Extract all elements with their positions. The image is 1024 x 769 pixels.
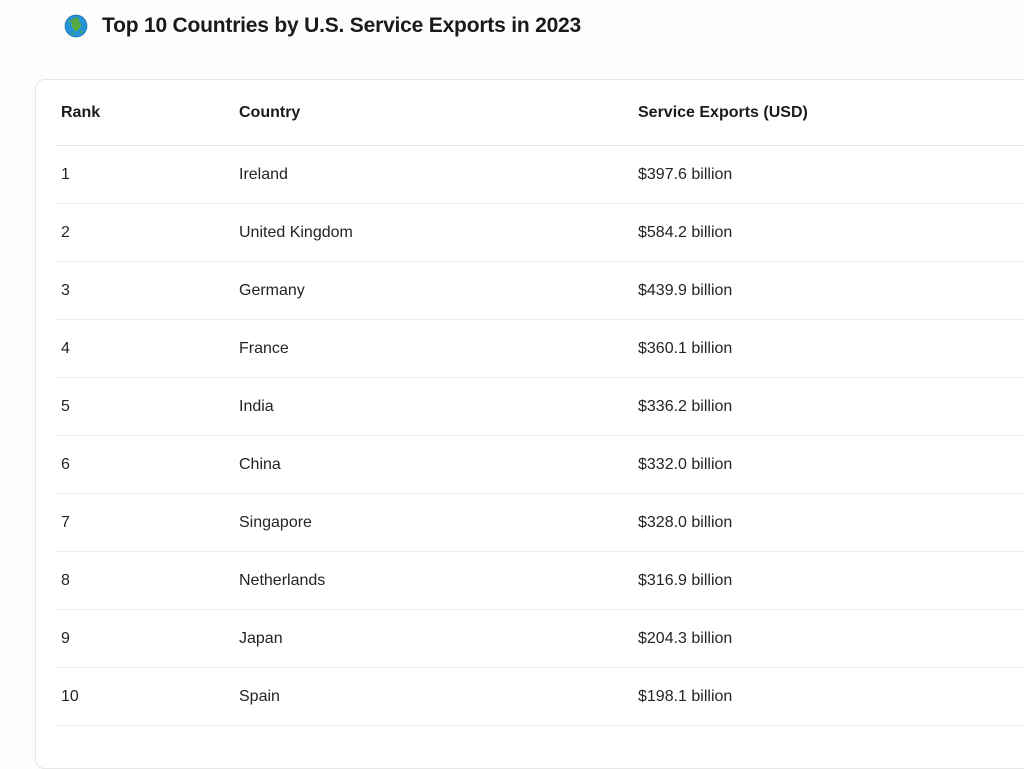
cell-exports: $336.2 billion xyxy=(638,397,733,415)
cell-country: Ireland xyxy=(239,165,288,183)
cell-country: Spain xyxy=(239,687,280,705)
cell-country: Japan xyxy=(239,629,283,647)
cell-exports: $360.1 billion xyxy=(638,339,733,357)
column-header-exports: Service Exports (USD) xyxy=(638,103,808,121)
table-row: 2 United Kingdom $584.2 billion xyxy=(56,204,1024,262)
table: Rank Country Service Exports (USD) 1 Ire… xyxy=(56,80,1024,726)
cell-rank: 4 xyxy=(61,339,70,357)
cell-rank: 9 xyxy=(61,629,70,647)
cell-country: Singapore xyxy=(239,513,312,531)
cell-exports: $198.1 billion xyxy=(638,687,733,705)
cell-country: Germany xyxy=(239,281,305,299)
table-row: 10 Spain $198.1 billion xyxy=(56,668,1024,726)
table-row: 6 China $332.0 billion xyxy=(56,436,1024,494)
table-body: 1 Ireland $397.6 billion 2 United Kingdo… xyxy=(56,146,1024,726)
page-title: Top 10 Countries by U.S. Service Exports… xyxy=(102,14,582,37)
table-row: 5 India $336.2 billion xyxy=(56,378,1024,436)
cell-rank: 6 xyxy=(61,455,70,473)
cell-country: China xyxy=(239,455,281,473)
table-row: 8 Netherlands $316.9 billion xyxy=(56,552,1024,610)
column-header-country: Country xyxy=(239,103,301,121)
cell-country: France xyxy=(239,339,289,357)
cell-rank: 2 xyxy=(61,223,70,241)
table-row: 1 Ireland $397.6 billion xyxy=(56,146,1024,204)
cell-exports: $332.0 billion xyxy=(638,455,733,473)
cell-rank: 1 xyxy=(61,165,70,183)
cell-exports: $439.9 billion xyxy=(638,281,733,299)
cell-country: India xyxy=(239,397,274,415)
cell-country: Netherlands xyxy=(239,571,326,589)
cell-rank: 5 xyxy=(61,397,70,415)
cell-rank: 10 xyxy=(61,687,79,705)
cell-exports: $397.6 billion xyxy=(638,165,733,183)
cell-rank: 8 xyxy=(61,571,70,589)
table-card: Rank Country Service Exports (USD) 1 Ire… xyxy=(35,79,1024,769)
cell-country: United Kingdom xyxy=(239,223,353,241)
table-row: 7 Singapore $328.0 billion xyxy=(56,494,1024,552)
globe-icon xyxy=(64,14,88,38)
cell-exports: $316.9 billion xyxy=(638,571,733,589)
table-row: 4 France $360.1 billion xyxy=(56,320,1024,378)
page-title-row: Top 10 Countries by U.S. Service Exports… xyxy=(64,14,581,38)
table-row: 3 Germany $439.9 billion xyxy=(56,262,1024,320)
table-row: 9 Japan $204.3 billion xyxy=(56,610,1024,668)
cell-exports: $328.0 billion xyxy=(638,513,733,531)
column-header-rank: Rank xyxy=(61,103,101,121)
cell-rank: 7 xyxy=(61,513,70,531)
cell-exports: $584.2 billion xyxy=(638,223,733,241)
table-header-row: Rank Country Service Exports (USD) xyxy=(56,80,1024,146)
cell-exports: $204.3 billion xyxy=(638,629,733,647)
cell-rank: 3 xyxy=(61,281,70,299)
